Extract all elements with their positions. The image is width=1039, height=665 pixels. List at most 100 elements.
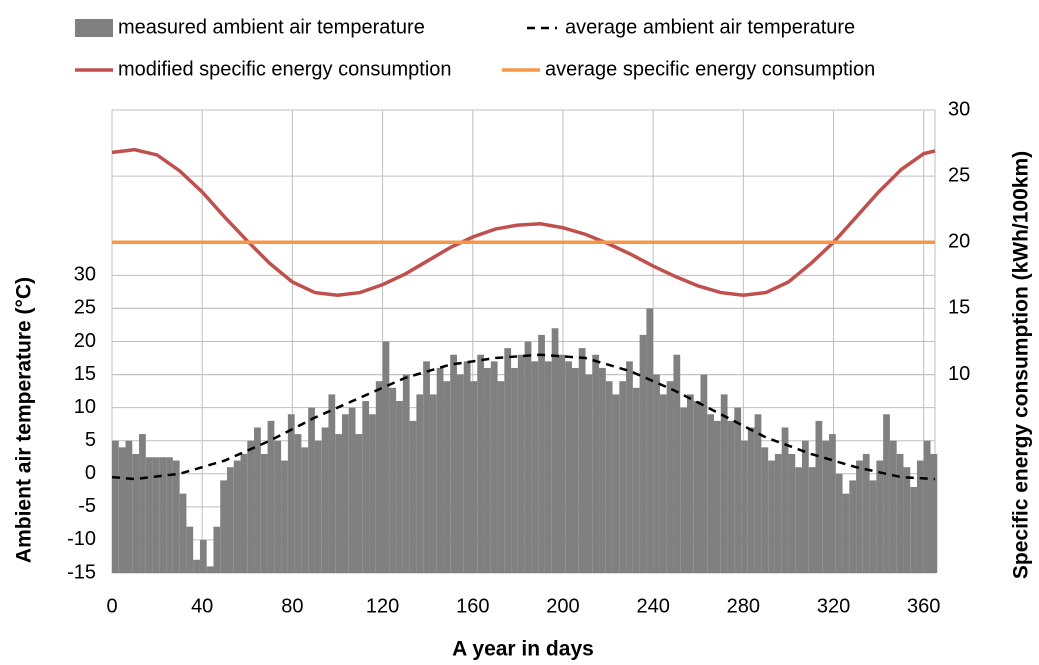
x-tick-label: 120 <box>366 595 399 617</box>
bar <box>362 401 370 573</box>
y-tick-label: 5 <box>85 429 96 451</box>
bar <box>869 480 877 573</box>
bar <box>274 440 282 573</box>
legend-label: measured ambient air temperature <box>118 16 425 38</box>
bar <box>626 361 633 573</box>
bar <box>172 460 180 573</box>
bar <box>484 367 491 573</box>
bar <box>910 487 917 573</box>
bar <box>247 440 255 573</box>
bar <box>544 361 552 573</box>
bar <box>558 354 566 573</box>
y2-axis-title: Specific energy consumption (kWh/100km) <box>1010 151 1033 579</box>
y-tick-label: -15 <box>67 561 96 583</box>
bar <box>112 440 119 573</box>
bar <box>538 334 545 573</box>
bar <box>829 434 836 573</box>
bar <box>504 348 512 573</box>
bar <box>849 480 857 573</box>
bar <box>450 354 457 573</box>
series-line <box>111 147 936 297</box>
y2-tick-label: 20 <box>948 231 970 253</box>
bar <box>314 440 322 573</box>
bar <box>795 467 802 573</box>
bar <box>781 427 789 573</box>
bar <box>896 453 904 573</box>
bar <box>741 440 748 573</box>
bar <box>815 420 823 573</box>
x-tick-label: 320 <box>817 595 850 617</box>
bar <box>761 447 769 573</box>
x-tick-label: 160 <box>456 595 489 617</box>
bar <box>409 420 417 573</box>
bar <box>747 427 755 573</box>
bar <box>714 420 721 573</box>
bar <box>267 420 275 573</box>
bar <box>883 414 890 573</box>
bar <box>125 440 133 573</box>
bar <box>700 374 708 573</box>
bar <box>693 401 701 573</box>
bar <box>754 414 762 573</box>
x-tick-label: 280 <box>727 595 760 617</box>
y-axis-title: Ambient air temperature (°C) <box>13 277 36 563</box>
legend-swatch <box>75 19 113 37</box>
bar <box>808 467 816 573</box>
y2-tick-label: 10 <box>948 363 970 385</box>
bar <box>132 453 140 573</box>
bar <box>139 434 146 573</box>
bar <box>199 539 207 573</box>
y2-tick-label: 25 <box>948 164 970 186</box>
bar <box>287 414 295 573</box>
bar <box>369 414 376 573</box>
bar <box>680 407 687 573</box>
bar <box>646 308 654 573</box>
bar <box>436 367 444 573</box>
bar <box>328 394 336 573</box>
bar <box>734 407 742 573</box>
bar <box>666 381 674 573</box>
bar <box>382 341 390 573</box>
bar <box>686 394 694 573</box>
y-tick-label: 30 <box>74 264 96 286</box>
bar <box>788 453 796 573</box>
bar <box>281 460 288 573</box>
bar <box>159 457 167 573</box>
bar <box>653 374 660 573</box>
bar <box>463 361 471 573</box>
bar <box>835 473 843 573</box>
bar <box>389 387 397 573</box>
bar <box>321 427 329 573</box>
bar <box>612 394 620 573</box>
bar <box>639 334 647 573</box>
bar <box>497 381 505 573</box>
bar <box>294 434 302 573</box>
legend-label: average ambient air temperature <box>565 16 855 38</box>
bar <box>632 387 640 573</box>
bar <box>240 453 248 573</box>
bar <box>301 447 309 573</box>
bar <box>930 453 938 573</box>
bar <box>727 420 735 573</box>
bar <box>578 348 586 573</box>
bar <box>490 361 498 573</box>
bar <box>145 457 153 573</box>
bar <box>673 354 681 573</box>
bar <box>193 559 200 573</box>
bar <box>916 460 924 573</box>
bar <box>118 447 126 573</box>
x-tick-label: 0 <box>106 595 117 617</box>
bar <box>551 328 559 573</box>
bar <box>213 526 221 573</box>
y-tick-label: 25 <box>74 297 96 319</box>
bar <box>375 381 383 573</box>
bar <box>477 354 485 573</box>
bar <box>254 427 261 573</box>
bar <box>429 394 437 573</box>
bar <box>220 480 227 573</box>
y-tick-label: 15 <box>74 363 96 385</box>
bar <box>396 401 403 573</box>
bar <box>842 493 850 573</box>
bar <box>517 354 525 573</box>
